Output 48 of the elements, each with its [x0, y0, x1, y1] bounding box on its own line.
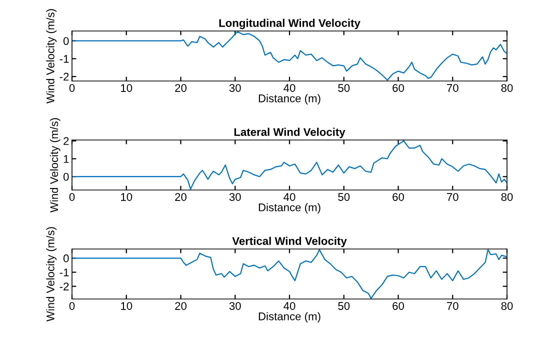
x-tick-label: 50 [338, 84, 350, 92]
x-tick-label: 40 [284, 302, 296, 310]
x-tick-label: 80 [501, 84, 513, 92]
x-tick-label: 0 [69, 193, 75, 201]
x-tick-label: 0 [69, 302, 75, 310]
x-tick-label: 20 [175, 84, 186, 92]
x-tick-label: 30 [229, 193, 241, 201]
y-tick-label: 0 [63, 254, 69, 262]
y-tick-label: 0 [63, 37, 69, 45]
x-tick-label: 20 [175, 302, 186, 310]
x-tick-label: 20 [175, 193, 186, 201]
x-tick-label: 60 [392, 302, 404, 310]
y-axis-title: Wind Velocity (m/s) [50, 118, 60, 212]
y-tick-label: -2 [60, 282, 69, 290]
x-tick-label: 80 [501, 193, 513, 201]
x-tick-label: 0 [69, 84, 75, 92]
x-tick-label: 10 [121, 193, 132, 201]
x-tick-label: 70 [447, 84, 458, 92]
x-tick-label: 40 [284, 193, 296, 201]
x-tick-label: 10 [121, 84, 132, 92]
line-series [72, 140, 507, 190]
chart-title: Longitudinal Wind Velocity [219, 18, 360, 30]
x-tick-label: 40 [284, 84, 296, 92]
chart-title: Vertical Wind Velocity [232, 236, 347, 248]
x-tick-label: 10 [121, 302, 132, 310]
x-tick-label: 50 [338, 302, 350, 310]
x-tick-label: 30 [229, 302, 241, 310]
x-tick-label: 70 [447, 193, 458, 201]
x-axis-title: Distance (m) [258, 203, 320, 214]
y-tick-label: 1 [64, 155, 69, 163]
line-series [72, 31, 507, 81]
x-tick-label: 60 [392, 193, 404, 201]
x-tick-label: 80 [501, 302, 513, 310]
y-tick-label: -1 [60, 268, 69, 276]
x-tick-label: 30 [229, 84, 241, 92]
x-axis-title: Distance (m) [258, 312, 320, 322]
line-series [72, 249, 507, 299]
x-tick-label: 50 [338, 193, 350, 201]
y-axis-title: Wind Velocity (m/s) [46, 9, 57, 104]
y-tick-label: 2 [64, 137, 69, 145]
x-axis-title: Distance (m) [258, 94, 320, 104]
x-tick-label: 60 [392, 84, 404, 92]
y-tick-label: -1 [60, 55, 69, 63]
chart-title: Lateral Wind Velocity [234, 128, 346, 138]
x-tick-label: 70 [447, 302, 458, 310]
y-tick-label: 0 [63, 172, 69, 181]
y-tick-label: -2 [60, 72, 69, 81]
y-axis-title: Wind Velocity (m/s) [46, 227, 57, 322]
